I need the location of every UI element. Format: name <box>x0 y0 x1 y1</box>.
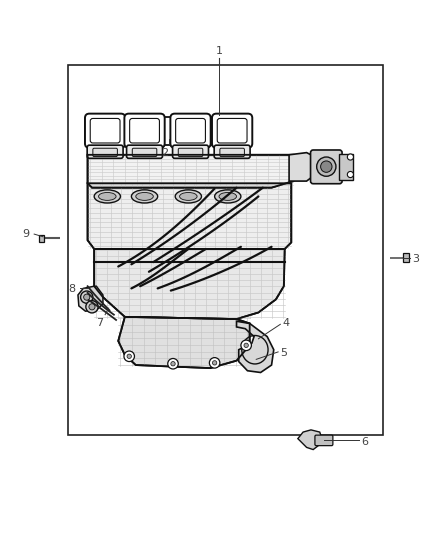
FancyBboxPatch shape <box>178 148 203 157</box>
Ellipse shape <box>99 192 116 200</box>
Polygon shape <box>237 321 274 373</box>
Text: 5: 5 <box>280 348 287 358</box>
FancyBboxPatch shape <box>132 148 157 157</box>
FancyBboxPatch shape <box>212 114 252 148</box>
Ellipse shape <box>180 192 197 200</box>
Circle shape <box>168 359 178 369</box>
Ellipse shape <box>131 190 158 203</box>
Polygon shape <box>289 152 315 181</box>
FancyBboxPatch shape <box>124 114 165 148</box>
Polygon shape <box>88 183 291 249</box>
FancyBboxPatch shape <box>173 145 208 158</box>
FancyBboxPatch shape <box>311 150 342 184</box>
Text: 8: 8 <box>68 284 75 294</box>
Text: 4: 4 <box>283 318 290 328</box>
Text: 9: 9 <box>23 229 30 239</box>
Circle shape <box>86 301 98 313</box>
Circle shape <box>212 361 217 365</box>
Circle shape <box>209 358 220 368</box>
Text: 6: 6 <box>361 437 368 447</box>
Circle shape <box>127 354 131 359</box>
Circle shape <box>347 154 353 160</box>
FancyBboxPatch shape <box>85 114 125 148</box>
Polygon shape <box>78 286 103 311</box>
Circle shape <box>84 294 90 300</box>
FancyBboxPatch shape <box>90 118 120 143</box>
Text: 3: 3 <box>412 254 419 264</box>
FancyBboxPatch shape <box>127 145 162 158</box>
Bar <box>39 235 44 241</box>
Polygon shape <box>118 317 250 368</box>
Ellipse shape <box>215 190 241 203</box>
Polygon shape <box>88 155 293 188</box>
FancyBboxPatch shape <box>87 145 123 158</box>
Text: 7: 7 <box>96 318 103 328</box>
FancyBboxPatch shape <box>130 118 159 143</box>
Text: 2: 2 <box>161 148 168 158</box>
Polygon shape <box>298 430 322 449</box>
FancyBboxPatch shape <box>214 145 250 158</box>
FancyBboxPatch shape <box>220 148 244 157</box>
Ellipse shape <box>94 190 120 203</box>
FancyBboxPatch shape <box>93 148 117 157</box>
Bar <box>68 65 383 435</box>
FancyBboxPatch shape <box>339 154 353 180</box>
FancyBboxPatch shape <box>217 118 247 143</box>
Circle shape <box>317 157 336 176</box>
FancyBboxPatch shape <box>170 114 211 148</box>
Text: 1: 1 <box>215 46 223 56</box>
Circle shape <box>171 361 175 366</box>
FancyBboxPatch shape <box>315 435 333 446</box>
Circle shape <box>321 161 332 172</box>
Circle shape <box>347 172 353 177</box>
Ellipse shape <box>136 192 153 200</box>
Circle shape <box>124 351 134 361</box>
Ellipse shape <box>219 192 237 200</box>
Circle shape <box>89 304 95 310</box>
Polygon shape <box>94 249 285 319</box>
Circle shape <box>244 343 248 348</box>
Bar <box>403 253 409 262</box>
Circle shape <box>81 291 93 303</box>
Ellipse shape <box>175 190 201 203</box>
FancyBboxPatch shape <box>176 118 205 143</box>
Circle shape <box>241 340 251 351</box>
